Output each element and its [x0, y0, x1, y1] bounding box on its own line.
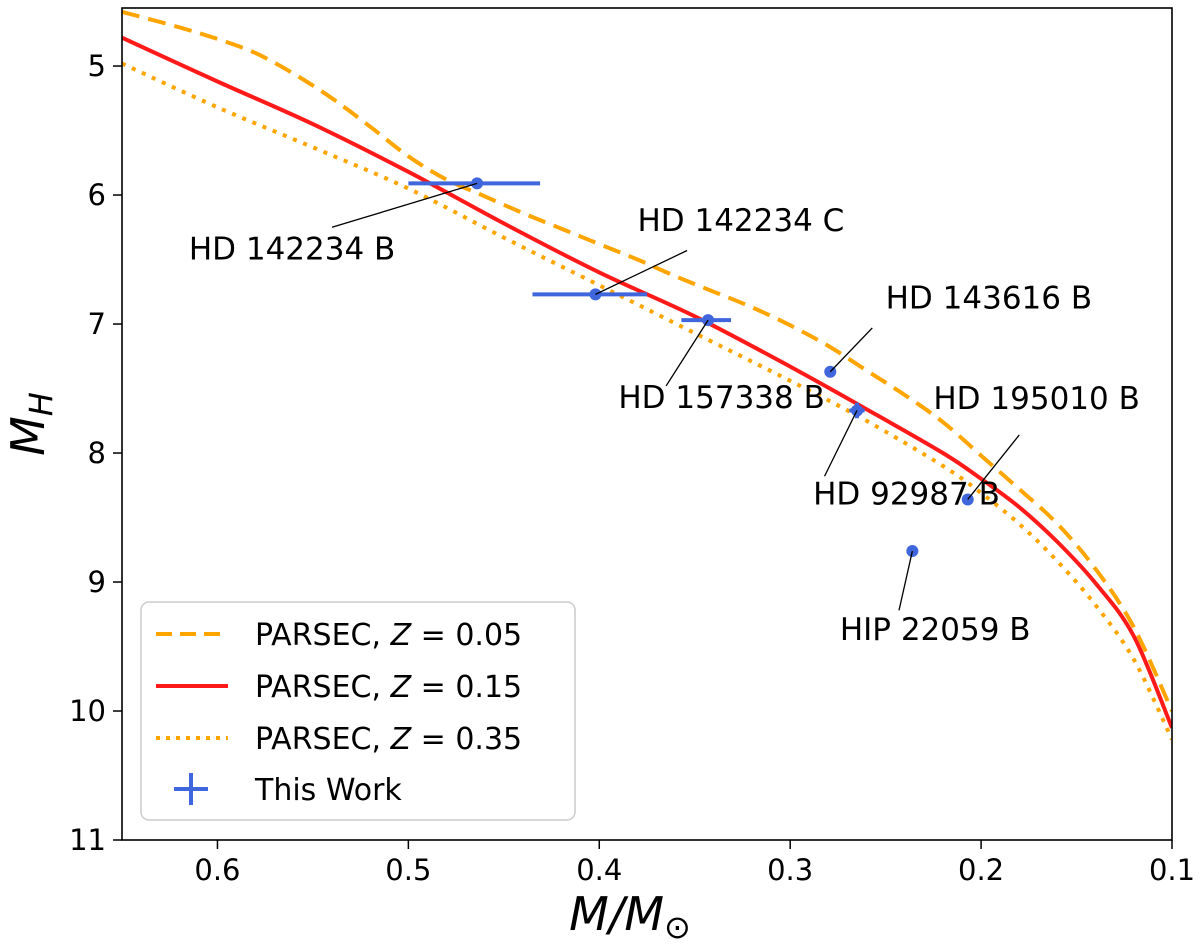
x-tick-label: 0.6: [194, 853, 240, 887]
y-tick-label: 8: [88, 436, 106, 470]
legend-label-z035: PARSEC, Z = 0.35: [255, 722, 522, 757]
x-axis-title: M/M⊙: [569, 887, 691, 945]
x-tick-label: 0.3: [767, 853, 813, 887]
x-tick-label: 0.1: [1149, 853, 1195, 887]
x-tick-label: 0.5: [385, 853, 431, 887]
y-axis-ticks: 5 6 7 8 9 10 11: [69, 49, 122, 857]
annotation-line: [829, 327, 873, 373]
point-label: HD 143616 B: [886, 281, 1093, 317]
series-line-solid: [122, 35, 1172, 729]
annotation-line: [331, 182, 478, 228]
y-tick-label: 11: [69, 823, 106, 857]
legend-box: [140, 601, 576, 821]
plot-frame: [121, 7, 1173, 841]
y-tick-label: 7: [88, 307, 106, 341]
series-line-dashed: [122, 9, 1172, 712]
legend-label-z005: PARSEC, Z = 0.05: [255, 618, 522, 653]
y-tick-label: 10: [69, 694, 106, 728]
annotation-line: [967, 434, 1020, 500]
series-line-dotted: [122, 61, 1172, 741]
annotation-line: [823, 410, 858, 477]
x-tick-label: 0.4: [576, 853, 622, 887]
y-tick-label: 9: [88, 565, 106, 599]
y-tick-label: 5: [88, 49, 106, 83]
point-label: HD 142234 B: [189, 232, 396, 268]
point-label: HD 142234 C: [637, 203, 844, 239]
point-label: HD 195010 B: [933, 381, 1140, 417]
legend-label-this-work: This Work: [254, 773, 402, 808]
legend: PARSEC, Z = 0.05 PARSEC, Z = 0.15 PARSEC…: [140, 601, 576, 821]
x-tick-label: 0.2: [958, 853, 1004, 887]
annotation-line: [595, 249, 688, 295]
annotation-line: [898, 550, 913, 611]
legend-label-z015: PARSEC, Z = 0.15: [255, 670, 522, 705]
point-label: HIP 22059 B: [840, 612, 1031, 648]
annotation-line: [665, 319, 709, 387]
point-annotations: HD 142234 B HD 142234 C HD 157338 B HD 1436…: [189, 182, 1140, 648]
point-label: HD 157338 B: [618, 380, 825, 416]
y-tick-label: 6: [88, 178, 106, 212]
y-axis-title: MH: [1, 392, 60, 456]
point-label: HD 92987 B: [813, 477, 1000, 513]
x-axis-ticks: 0.6 0.5 0.4 0.3 0.2 0.1: [194, 840, 1195, 887]
model-curves: [122, 9, 1172, 741]
